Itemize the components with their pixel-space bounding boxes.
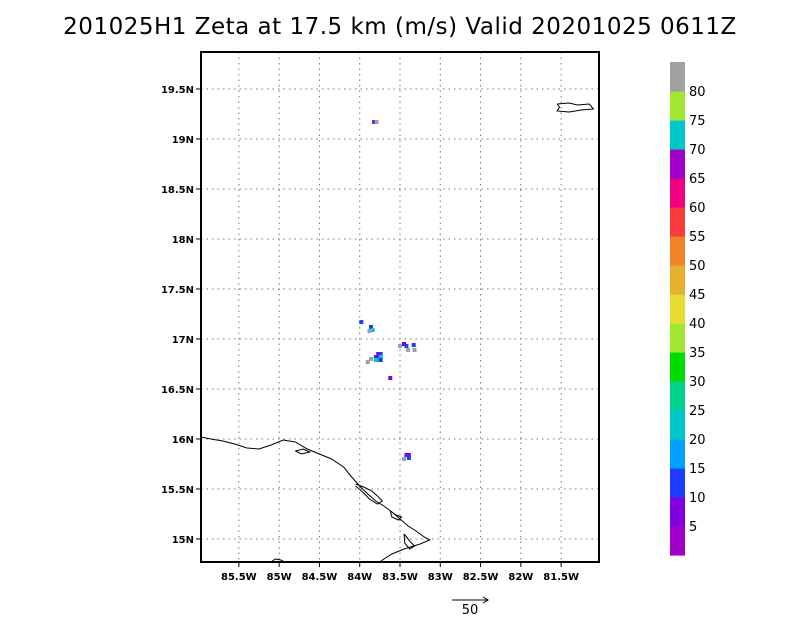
wind-cell [369,325,373,329]
coastline-segment [200,436,431,563]
lat-tick-label: 16.5N [161,385,194,396]
colorbar-swatch [670,381,685,411]
lat-tick-label: 19.5N [161,85,194,96]
colorbar-label: 80 [689,85,706,100]
lon-tick-label: 84W [347,572,372,583]
colorbar-swatch [670,62,685,92]
map-frame [200,51,600,563]
wind-cell [412,348,417,352]
wind-cell [404,344,409,348]
colorbar-swatch [670,323,685,353]
wind-cell [402,342,406,346]
colorbar-label: 65 [689,172,706,187]
wind-cell [367,329,372,333]
lat-tick-label: 17.5N [161,285,194,296]
lat-tick-label: 19N [172,135,194,146]
wind-cell [376,352,381,356]
colorbar-swatch [670,178,685,208]
wind-cell [411,343,416,347]
coastline-segment [295,448,312,455]
colorbar-swatch [670,149,685,179]
colorbar-swatch [670,497,685,527]
lon-tick-label: 83W [428,572,453,583]
lon-tick-label: 82.5W [463,572,499,583]
reference-vector: 50 [452,596,489,618]
colorbar-swatch [670,526,685,556]
colorbar-swatch [670,265,685,295]
colorbar-label: 70 [689,143,706,158]
wind-cell [404,453,409,457]
coastline-segment [355,483,384,505]
wind-cell [406,348,411,352]
colorbar-label: 20 [689,433,706,448]
wind-cell [369,357,373,361]
coastline-segment [403,533,416,550]
colorbar-swatch [670,468,685,498]
wind-cell [365,360,370,364]
lon-tick-label: 82W [508,572,533,583]
colorbar: 5 10 15 20 25 30 35 40 45 50 55 60 65 70 75 80 [670,62,706,556]
wind-cell [376,358,381,362]
grid-lines [201,52,599,562]
colorbar-swatch [670,207,685,237]
reference-vector-label: 50 [462,603,479,618]
wind-cell [378,352,383,356]
longitude-axis: 85.5W 85W 84.5W 84W 83.5W 83W 82.5W 82W 81.5W [221,562,579,583]
wind-cell [373,355,378,359]
colorbar-label: 40 [689,317,706,332]
reference-arrow-head [482,596,489,604]
lat-tick-label: 17N [172,335,194,346]
lat-tick-label: 15.5N [161,485,194,496]
lon-tick-label: 81.5W [543,572,579,583]
wind-cell [376,355,381,359]
colorbar-label: 15 [689,462,706,477]
wind-cell [402,457,406,461]
wind-cell [373,358,378,362]
wind-cell [378,358,383,362]
coastline-segment [556,102,595,113]
colorbar-swatch [670,439,685,469]
colorbar-swatch [670,120,685,150]
wind-cell [388,376,393,380]
wind-cell [372,120,377,124]
colorbar-label: 60 [689,201,706,216]
wind-cell [398,344,402,348]
lat-tick-label: 18N [172,235,194,246]
wind-cell [406,456,411,460]
colorbar-swatch [670,236,685,266]
lon-tick-label: 84.5W [302,572,338,583]
colorbar-label: 5 [689,520,697,535]
colorbar-label: 10 [689,491,706,506]
lat-tick-label: 16N [172,435,194,446]
colorbar-swatch [670,91,685,121]
wind-cell [359,320,364,324]
colorbar-label: 25 [689,404,706,419]
lat-tick-label: 15N [172,535,194,546]
wind-cell [374,120,379,124]
coastline-segment [389,510,403,521]
colorbar-label: 45 [689,288,706,303]
colorbar-swatch [670,410,685,440]
lon-tick-label: 83.5W [382,572,418,583]
wind-cell [406,453,411,457]
page-title: 201025H1 Zeta at 17.5 km (m/s) Valid 202… [63,14,737,40]
colorbar-label: 35 [689,346,706,361]
colorbar-label: 50 [689,259,706,274]
latitude-axis: 15N 15.5N 16N 16.5N 17N 17.5N 18N 18.5N 19N 19.5N [161,85,201,546]
wind-cell [378,355,383,359]
wind-field [359,120,417,461]
wind-cell [370,328,375,332]
colorbar-swatch [670,294,685,324]
colorbar-label: 30 [689,375,706,390]
lat-tick-label: 18.5N [161,185,194,196]
coastline [200,102,595,563]
colorbar-swatch [670,352,685,382]
lon-tick-label: 85.5W [221,572,257,583]
lon-tick-label: 85W [267,572,292,583]
colorbar-label: 55 [689,230,706,245]
colorbar-label: 75 [689,114,706,129]
